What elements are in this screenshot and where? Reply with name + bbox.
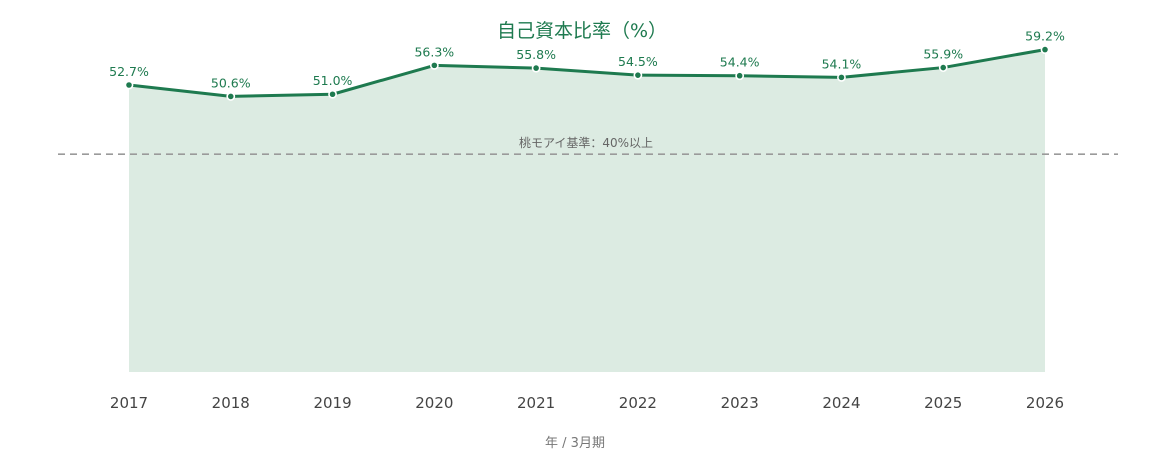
series-line xyxy=(127,48,1047,98)
reference-line-label: 桃モアイ基準：40%以上 xyxy=(519,135,653,150)
data-label: 59.2% xyxy=(1025,29,1065,44)
x-tick-label: 2022 xyxy=(619,394,657,412)
data-label: 50.6% xyxy=(211,75,251,90)
data-label: 54.1% xyxy=(822,56,862,71)
series-area-fill xyxy=(129,49,1045,372)
x-tick-label: 2018 xyxy=(212,394,250,412)
x-axis-label: 年 / 3月期 xyxy=(545,436,605,451)
x-tick-label: 2017 xyxy=(110,394,148,412)
x-tick-label: 2025 xyxy=(924,394,962,412)
data-point xyxy=(837,72,846,82)
data-label: 54.4% xyxy=(720,55,760,70)
data-point xyxy=(938,63,948,72)
data-point xyxy=(328,89,337,99)
x-tick-label: 2021 xyxy=(517,394,555,412)
data-label: 52.7% xyxy=(109,64,149,79)
x-tick-label: 2019 xyxy=(313,394,351,412)
data-point xyxy=(226,92,236,101)
data-point xyxy=(531,63,541,73)
plot-area: 桃モアイ基準：40%以上 52.7% 2017 50.6% 2018 51.0% 2019 5… xyxy=(58,29,1118,412)
data-point xyxy=(429,60,439,70)
data-label: 55.9% xyxy=(923,47,963,62)
data-point xyxy=(1040,45,1050,54)
x-tick-label: 2026 xyxy=(1026,394,1064,412)
x-tick-label: 2024 xyxy=(822,394,860,412)
data-point xyxy=(633,70,643,80)
data-point xyxy=(735,71,745,81)
chart-title: 自己資本比率（%） xyxy=(497,20,667,42)
data-label: 51.0% xyxy=(313,73,353,88)
data-point xyxy=(124,80,134,90)
data-label: 56.3% xyxy=(414,44,454,59)
x-tick-label: 2023 xyxy=(721,394,759,412)
data-label: 55.8% xyxy=(516,47,556,62)
data-label: 54.5% xyxy=(618,54,658,69)
x-tick-label: 2020 xyxy=(415,394,453,412)
